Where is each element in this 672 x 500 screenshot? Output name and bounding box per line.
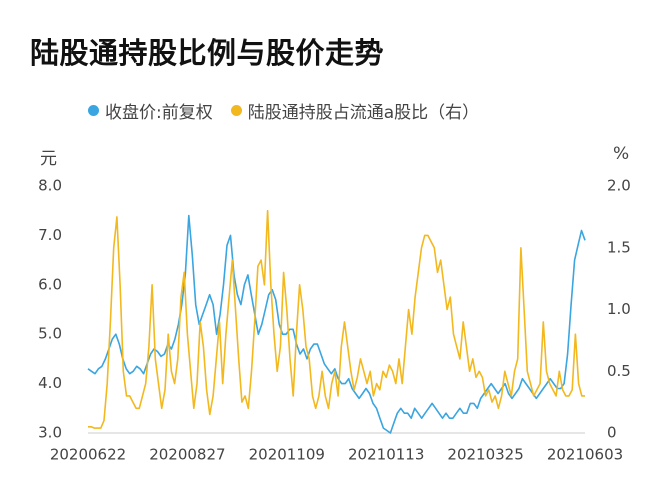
x-tick-label: 20200827 [149,446,225,464]
x-tick-label: 20201109 [249,446,325,464]
series-line-holding-ratio [88,209,585,429]
right-tick-label: 1.0 [607,300,631,318]
x-tick-label: 20210113 [348,446,424,464]
chart-title: 陆股通持股比例与股价走势 [30,36,385,70]
right-tick-label: 1.5 [607,238,631,256]
legend-label-holding-ratio: 陆股通持股占流通a股比（右） [247,103,480,123]
left-axis-ticks: 3.0 4.0 5.0 6.0 7.0 8.0 [38,177,62,442]
x-tick-label: 20200622 [50,446,126,464]
series-lines [87,209,586,434]
legend-item-holding-ratio[interactable]: 陆股通持股占流通a股比（右） [230,98,480,123]
left-tick-label: 5.0 [38,325,62,343]
x-axis-ticks: 20200622 20200827 20201109 20210113 20210325… [50,446,623,464]
legend-label-close-price: 收盘价:前复权 [105,103,213,123]
legend-swatch-close-price [88,105,99,116]
right-axis-ticks: 0 0.5 1.0 1.5 2.0 [607,177,631,442]
legend: 收盘价:前复权 陆股通持股占流通a股比（右） [88,98,479,123]
x-tick-label: 20210603 [547,446,623,464]
legend-swatch-holding-ratio [230,105,242,116]
left-tick-label: 7.0 [38,226,62,244]
legend-item-close-price[interactable]: 收盘价:前复权 [88,98,213,123]
right-axis-unit: % [613,144,630,164]
left-tick-label: 3.0 [38,424,62,442]
right-tick-label: 0.5 [607,362,631,380]
left-tick-label: 8.0 [38,177,62,195]
right-tick-label: 0 [607,424,617,442]
x-tick-label: 20210325 [447,446,523,464]
right-tick-label: 2.0 [607,177,631,195]
left-tick-label: 4.0 [38,374,62,392]
left-tick-label: 6.0 [38,275,62,293]
left-axis-unit: 元 [40,149,57,169]
